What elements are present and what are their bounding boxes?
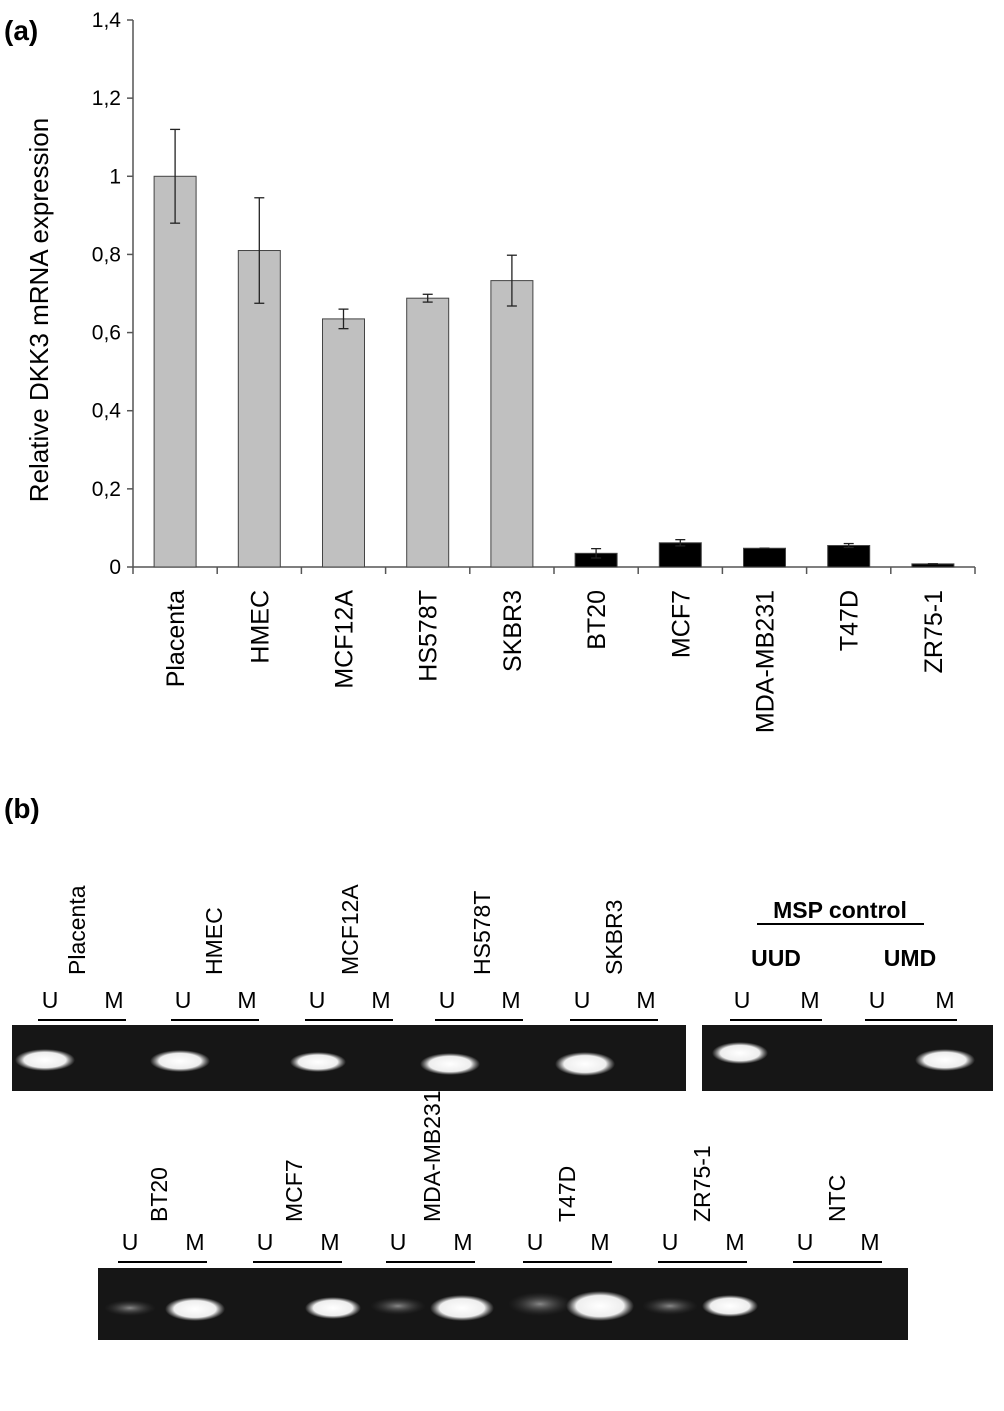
sample-label: T47D [554, 1166, 580, 1222]
lane-letter: M [185, 1229, 204, 1255]
x-tick-label: MCF12A [331, 590, 359, 689]
sample-label: NTC [824, 1175, 850, 1222]
sample-label: MCF12A [337, 884, 363, 975]
x-tick-label: T47D [836, 590, 864, 651]
y-tick-label: 0 [109, 556, 121, 579]
lane-letter: U [662, 1229, 679, 1255]
lane-letter: M [453, 1229, 472, 1255]
sample-label: Placenta [64, 885, 90, 975]
lane-letter: M [501, 987, 520, 1013]
y-tick-label: 1,2 [92, 87, 121, 110]
sample-label: ZR75-1 [689, 1145, 715, 1222]
x-tick-label: MCF7 [667, 590, 695, 658]
lane-letter: M [725, 1229, 744, 1255]
lane-letter: M [860, 1229, 879, 1255]
y-tick-label: 1,4 [92, 9, 122, 32]
panel-label: (b) [4, 793, 40, 824]
panel-label: (a) [4, 15, 38, 46]
lane-letter: U [175, 987, 192, 1013]
bar [406, 297, 450, 568]
lane-letter: M [237, 987, 256, 1013]
lane-letter: M [320, 1229, 339, 1255]
lane-letter: U [869, 987, 886, 1013]
lane-letter: M [935, 987, 954, 1013]
lane-letter: U [734, 987, 751, 1013]
x-tick-label: MDA-MB231 [752, 590, 780, 733]
bar [490, 280, 534, 568]
gel-images [12, 1025, 993, 1340]
sample-label: UUD [751, 945, 801, 971]
y-tick-label: 0,6 [92, 322, 121, 345]
y-axis-label: Relative DKK3 mRNA expression [24, 118, 54, 502]
x-tick-label: HS578T [415, 590, 443, 682]
lane-letter: U [439, 987, 456, 1013]
sample-label: MDA-MB231 [419, 1090, 445, 1222]
sample-label: UMD [884, 945, 936, 971]
gel-bands [15, 1042, 975, 1321]
sample-label: HMEC [201, 907, 227, 975]
x-tick-label: Placenta [162, 590, 190, 687]
lane-letter: U [574, 987, 591, 1013]
lane-letter: M [636, 987, 655, 1013]
gel [98, 1268, 908, 1340]
bar [658, 542, 702, 568]
bar [153, 175, 197, 568]
lane-letter: U [797, 1229, 814, 1255]
x-tick-label: HMEC [246, 590, 274, 664]
bar [322, 318, 365, 568]
lane-letter: U [527, 1229, 544, 1255]
bar [827, 545, 871, 568]
y-tick-label: 0,8 [92, 243, 121, 266]
control-title: MSP control [773, 897, 907, 923]
lane-letter: U [309, 987, 326, 1013]
x-tick-label: ZR75-1 [920, 590, 948, 673]
y-tick-label: 0,2 [92, 478, 121, 501]
x-tick-label: SKBR3 [499, 590, 527, 672]
sample-label: HS578T [469, 891, 495, 975]
sample-label: SKBR3 [601, 900, 627, 975]
lane-letter: M [590, 1229, 609, 1255]
lane-letter: M [371, 987, 390, 1013]
lane-letter: M [104, 987, 123, 1013]
sample-label: MCF7 [281, 1159, 307, 1222]
sample-label: BT20 [146, 1167, 172, 1222]
y-tick-label: 0,4 [92, 400, 122, 423]
y-tick-label: 1 [109, 165, 121, 188]
lane-letter: U [390, 1229, 407, 1255]
lane-letter: U [42, 987, 59, 1013]
x-tick-label: BT20 [583, 590, 611, 650]
bar [743, 547, 786, 568]
lane-letter: M [800, 987, 819, 1013]
lane-letter: U [122, 1229, 139, 1255]
lane-letter: U [257, 1229, 274, 1255]
